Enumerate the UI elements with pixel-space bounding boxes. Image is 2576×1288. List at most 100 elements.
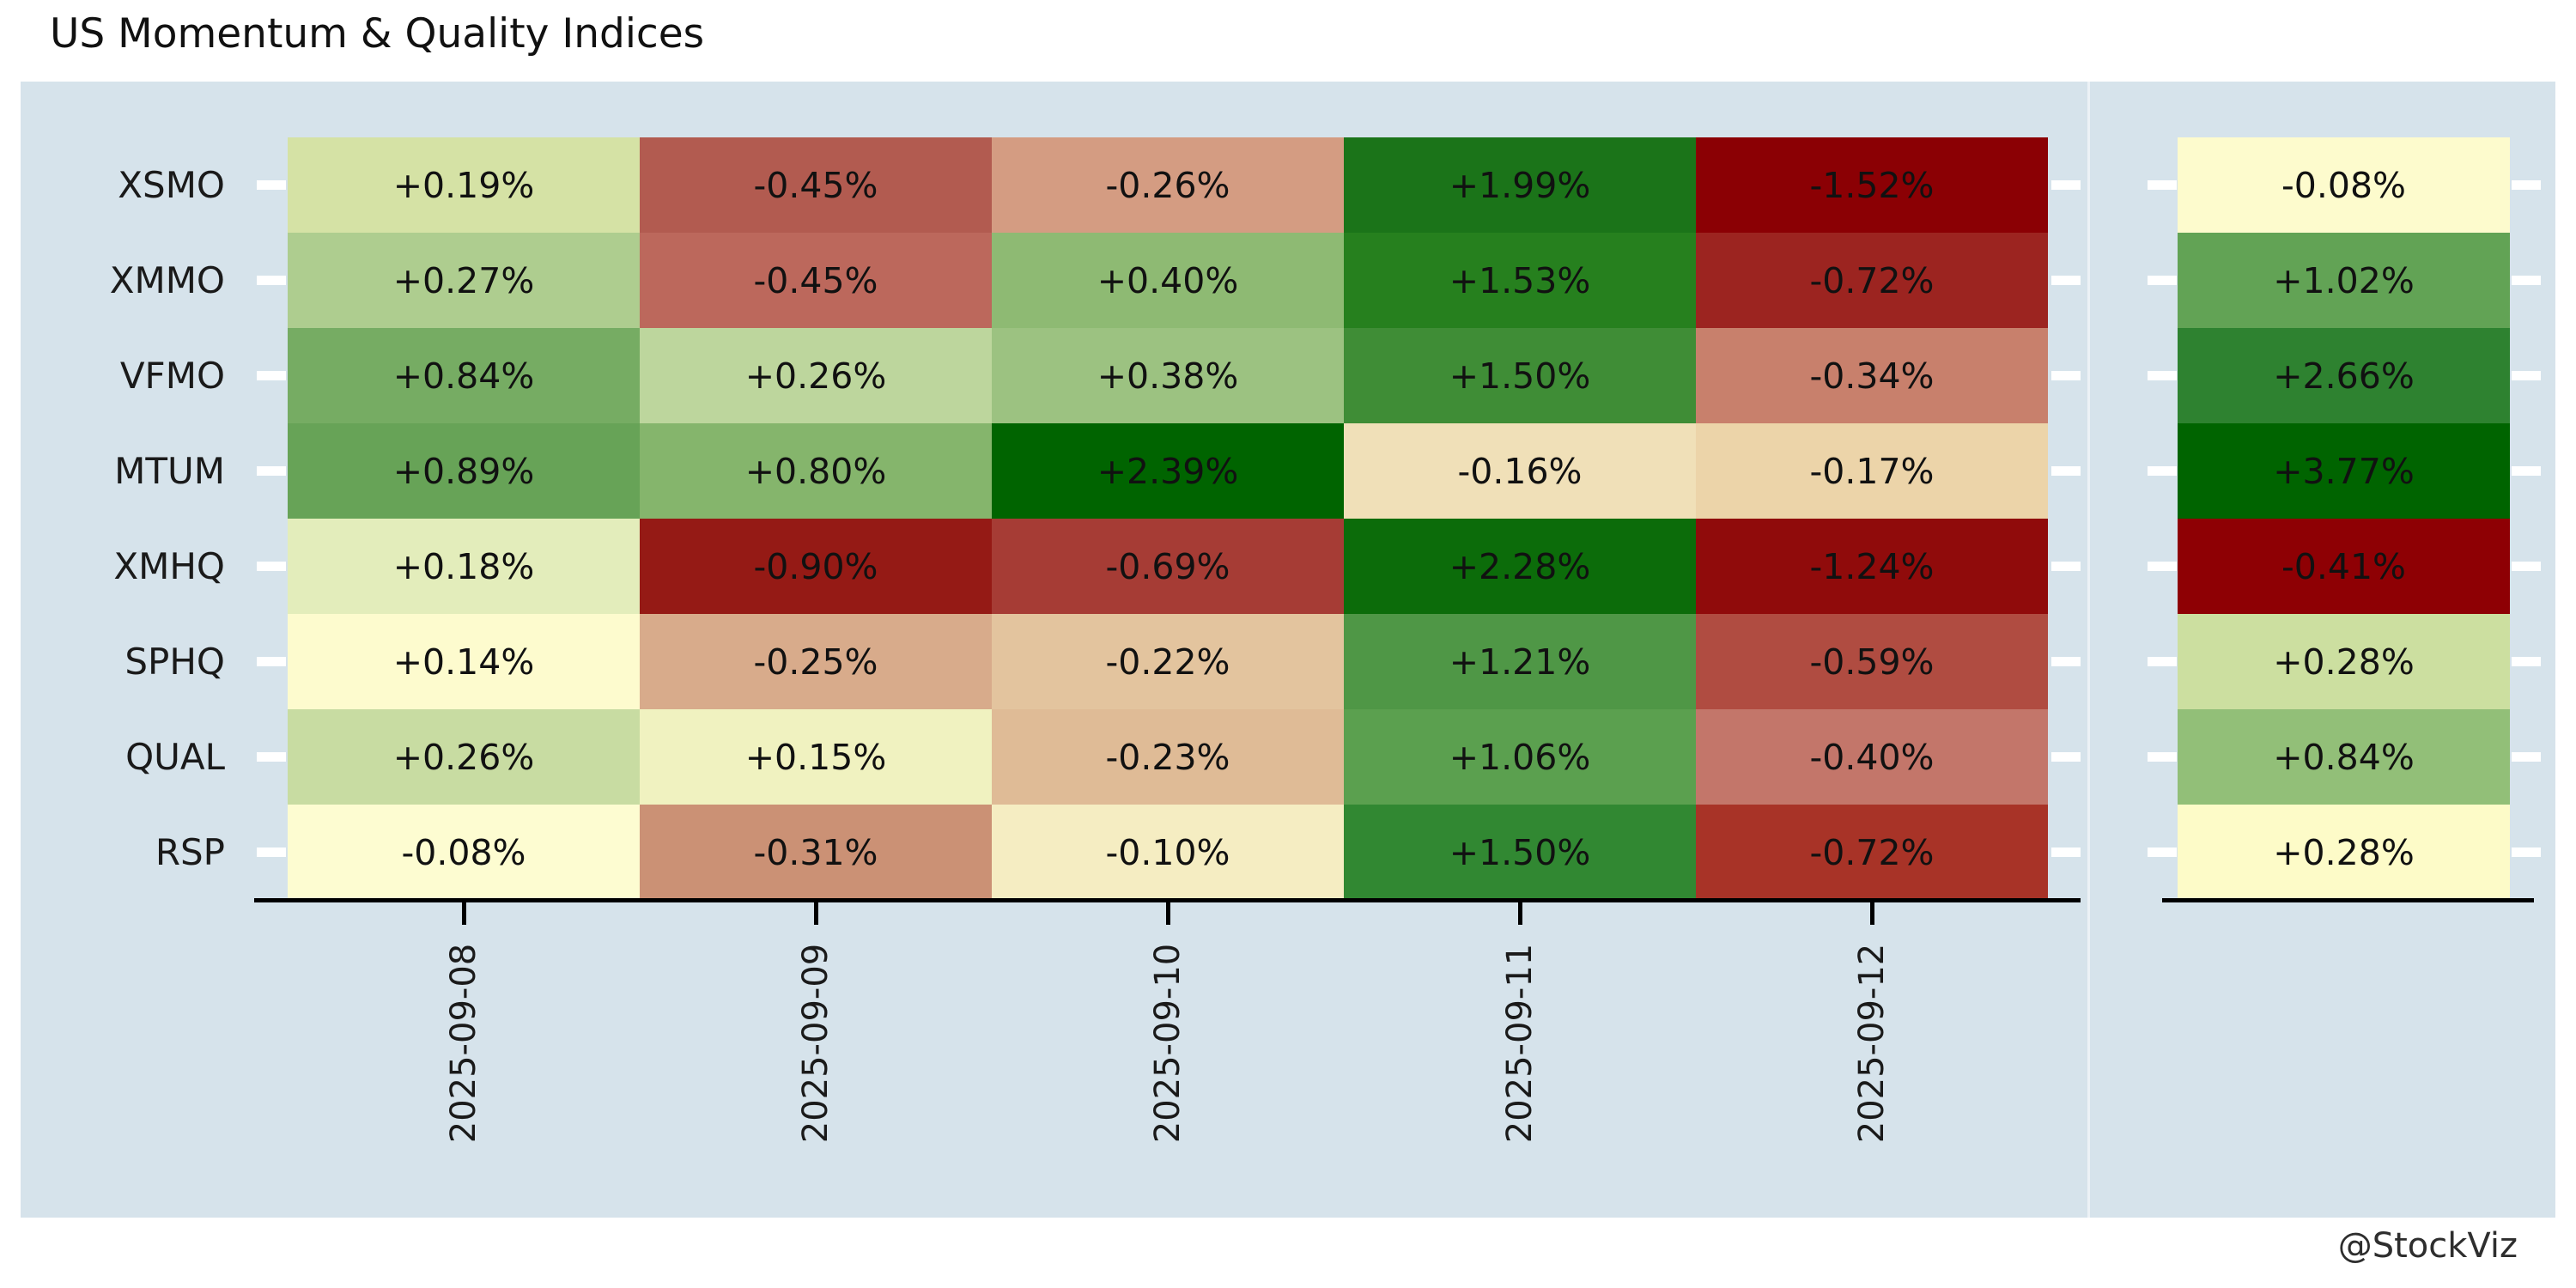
heatmap-cell-value: -0.45%	[753, 259, 878, 301]
heatmap-cell: +2.28%	[1344, 519, 1696, 614]
heatmap-cell-value: +0.26%	[744, 355, 887, 397]
x-axis-date-label: 2025-09-11	[1500, 943, 1540, 1144]
row-label: XMMO	[109, 259, 225, 301]
panel-divider	[2087, 82, 2090, 1218]
heatmap-cell-value: -0.08%	[401, 831, 526, 873]
heatmap-cell: +0.84%	[288, 328, 640, 423]
y-tick-dash	[257, 752, 286, 762]
heatmap-cell-value: -0.69%	[1105, 545, 1230, 587]
y-tick-dash	[2148, 466, 2177, 476]
y-tick-dash	[257, 371, 286, 380]
heatmap-cell-value: -0.25%	[753, 641, 878, 683]
heatmap-cell-value: -0.72%	[1809, 831, 1935, 873]
heatmap-cell-value: -1.24%	[1809, 545, 1935, 587]
heatmap-cell-value: +0.38%	[1097, 355, 1239, 397]
y-tick-dash	[2051, 657, 2081, 666]
y-tick-dash	[2051, 276, 2081, 285]
summary-cell: -0.41%	[2178, 519, 2510, 614]
heatmap-cell-value: +0.40%	[1097, 259, 1239, 301]
y-tick-dash	[2051, 752, 2081, 762]
summary-cell-value: -0.41%	[2281, 545, 2407, 587]
heatmap-cell: +0.26%	[288, 709, 640, 805]
y-tick-dash	[257, 657, 286, 666]
summary-cell-value: +2.66%	[2273, 355, 2415, 397]
summary-cell: +1.02%	[2178, 233, 2510, 328]
heatmap-cell: +0.15%	[640, 709, 992, 805]
heatmap-cell-value: -0.22%	[1105, 641, 1230, 683]
y-tick-dash	[257, 276, 286, 285]
summary-cell-value: -0.08%	[2281, 164, 2407, 206]
heatmap-cell-value: -0.31%	[753, 831, 878, 873]
heatmap-cell-value: -1.52%	[1809, 164, 1935, 206]
heatmap-cell: -1.52%	[1696, 137, 2048, 233]
heatmap-cell-value: +2.39%	[1097, 450, 1239, 492]
x-axis-date-label: 2025-09-12	[1852, 943, 1892, 1144]
y-tick-dash	[2148, 371, 2177, 380]
y-tick-dash	[2051, 180, 2081, 190]
heatmap-cell-value: +2.28%	[1449, 545, 1591, 587]
heatmap-cell: -0.25%	[640, 614, 992, 709]
y-tick-dash	[2148, 276, 2177, 285]
heatmap-cell: -0.08%	[288, 805, 640, 900]
y-tick-dash	[2148, 657, 2177, 666]
watermark: @StockViz	[2337, 1226, 2518, 1266]
x-axis-line-summary	[2162, 898, 2534, 902]
heatmap-cell: -0.45%	[640, 233, 992, 328]
heatmap-cell-value: -0.45%	[753, 164, 878, 206]
heatmap-cell-value: +1.50%	[1449, 355, 1591, 397]
heatmap-cell: -0.45%	[640, 137, 992, 233]
heatmap-cell: +1.99%	[1344, 137, 1696, 233]
heatmap-cell-value: +0.89%	[392, 450, 535, 492]
heatmap-cell-value: +0.27%	[392, 259, 535, 301]
y-tick-dash	[2148, 562, 2177, 571]
heatmap-cell-value: -0.90%	[753, 545, 878, 587]
heatmap-cell: -0.69%	[992, 519, 1344, 614]
heatmap-cell: +0.38%	[992, 328, 1344, 423]
summary-cell: +0.84%	[2178, 709, 2510, 805]
y-tick-dash	[257, 466, 286, 476]
heatmap-cell: -0.16%	[1344, 423, 1696, 519]
heatmap-cell: -0.34%	[1696, 328, 2048, 423]
summary-cell: -0.08%	[2178, 137, 2510, 233]
x-tick-mark	[1517, 902, 1522, 925]
heatmap-cell-value: -0.72%	[1809, 259, 1935, 301]
x-axis-date-label: 2025-09-10	[1148, 943, 1188, 1144]
chart-title: US Momentum & Quality Indices	[50, 10, 705, 58]
y-tick-dash	[2148, 180, 2177, 190]
row-label: QUAL	[125, 736, 225, 778]
y-tick-dash	[2512, 466, 2541, 476]
heatmap-cell: -0.22%	[992, 614, 1344, 709]
x-tick-mark	[1869, 902, 1874, 925]
summary-cell-value: +1.02%	[2273, 259, 2415, 301]
heatmap-cell: -1.24%	[1696, 519, 2048, 614]
summary-cell-value: +0.84%	[2273, 736, 2415, 778]
heatmap-cell-value: +0.19%	[392, 164, 535, 206]
heatmap-cell: -0.10%	[992, 805, 1344, 900]
heatmap-cell: +0.89%	[288, 423, 640, 519]
heatmap-cell-value: +0.80%	[744, 450, 887, 492]
y-tick-dash	[2051, 466, 2081, 476]
row-label: RSP	[155, 831, 225, 873]
y-tick-dash	[2051, 562, 2081, 571]
row-label: XMHQ	[113, 545, 225, 587]
x-tick-mark	[1165, 902, 1170, 925]
heatmap-cell: -0.59%	[1696, 614, 2048, 709]
heatmap-cell: +1.50%	[1344, 805, 1696, 900]
heatmap-cell: -0.31%	[640, 805, 992, 900]
y-tick-dash	[2051, 848, 2081, 857]
heatmap-cell: +0.14%	[288, 614, 640, 709]
row-label: MTUM	[114, 450, 225, 492]
heatmap-cell: +0.27%	[288, 233, 640, 328]
heatmap-cell-value: +1.21%	[1449, 641, 1591, 683]
heatmap-cell-value: -0.59%	[1809, 641, 1935, 683]
y-tick-dash	[2512, 371, 2541, 380]
heatmap-cell-value: +0.26%	[392, 736, 535, 778]
heatmap-cell: +0.19%	[288, 137, 640, 233]
heatmap-cell-value: +0.14%	[392, 641, 535, 683]
x-axis-date-label: 2025-09-09	[796, 943, 835, 1144]
summary-cell-value: +3.77%	[2273, 450, 2415, 492]
heatmap-cell: +0.40%	[992, 233, 1344, 328]
y-tick-dash	[2512, 276, 2541, 285]
heatmap-cell: -0.72%	[1696, 805, 2048, 900]
